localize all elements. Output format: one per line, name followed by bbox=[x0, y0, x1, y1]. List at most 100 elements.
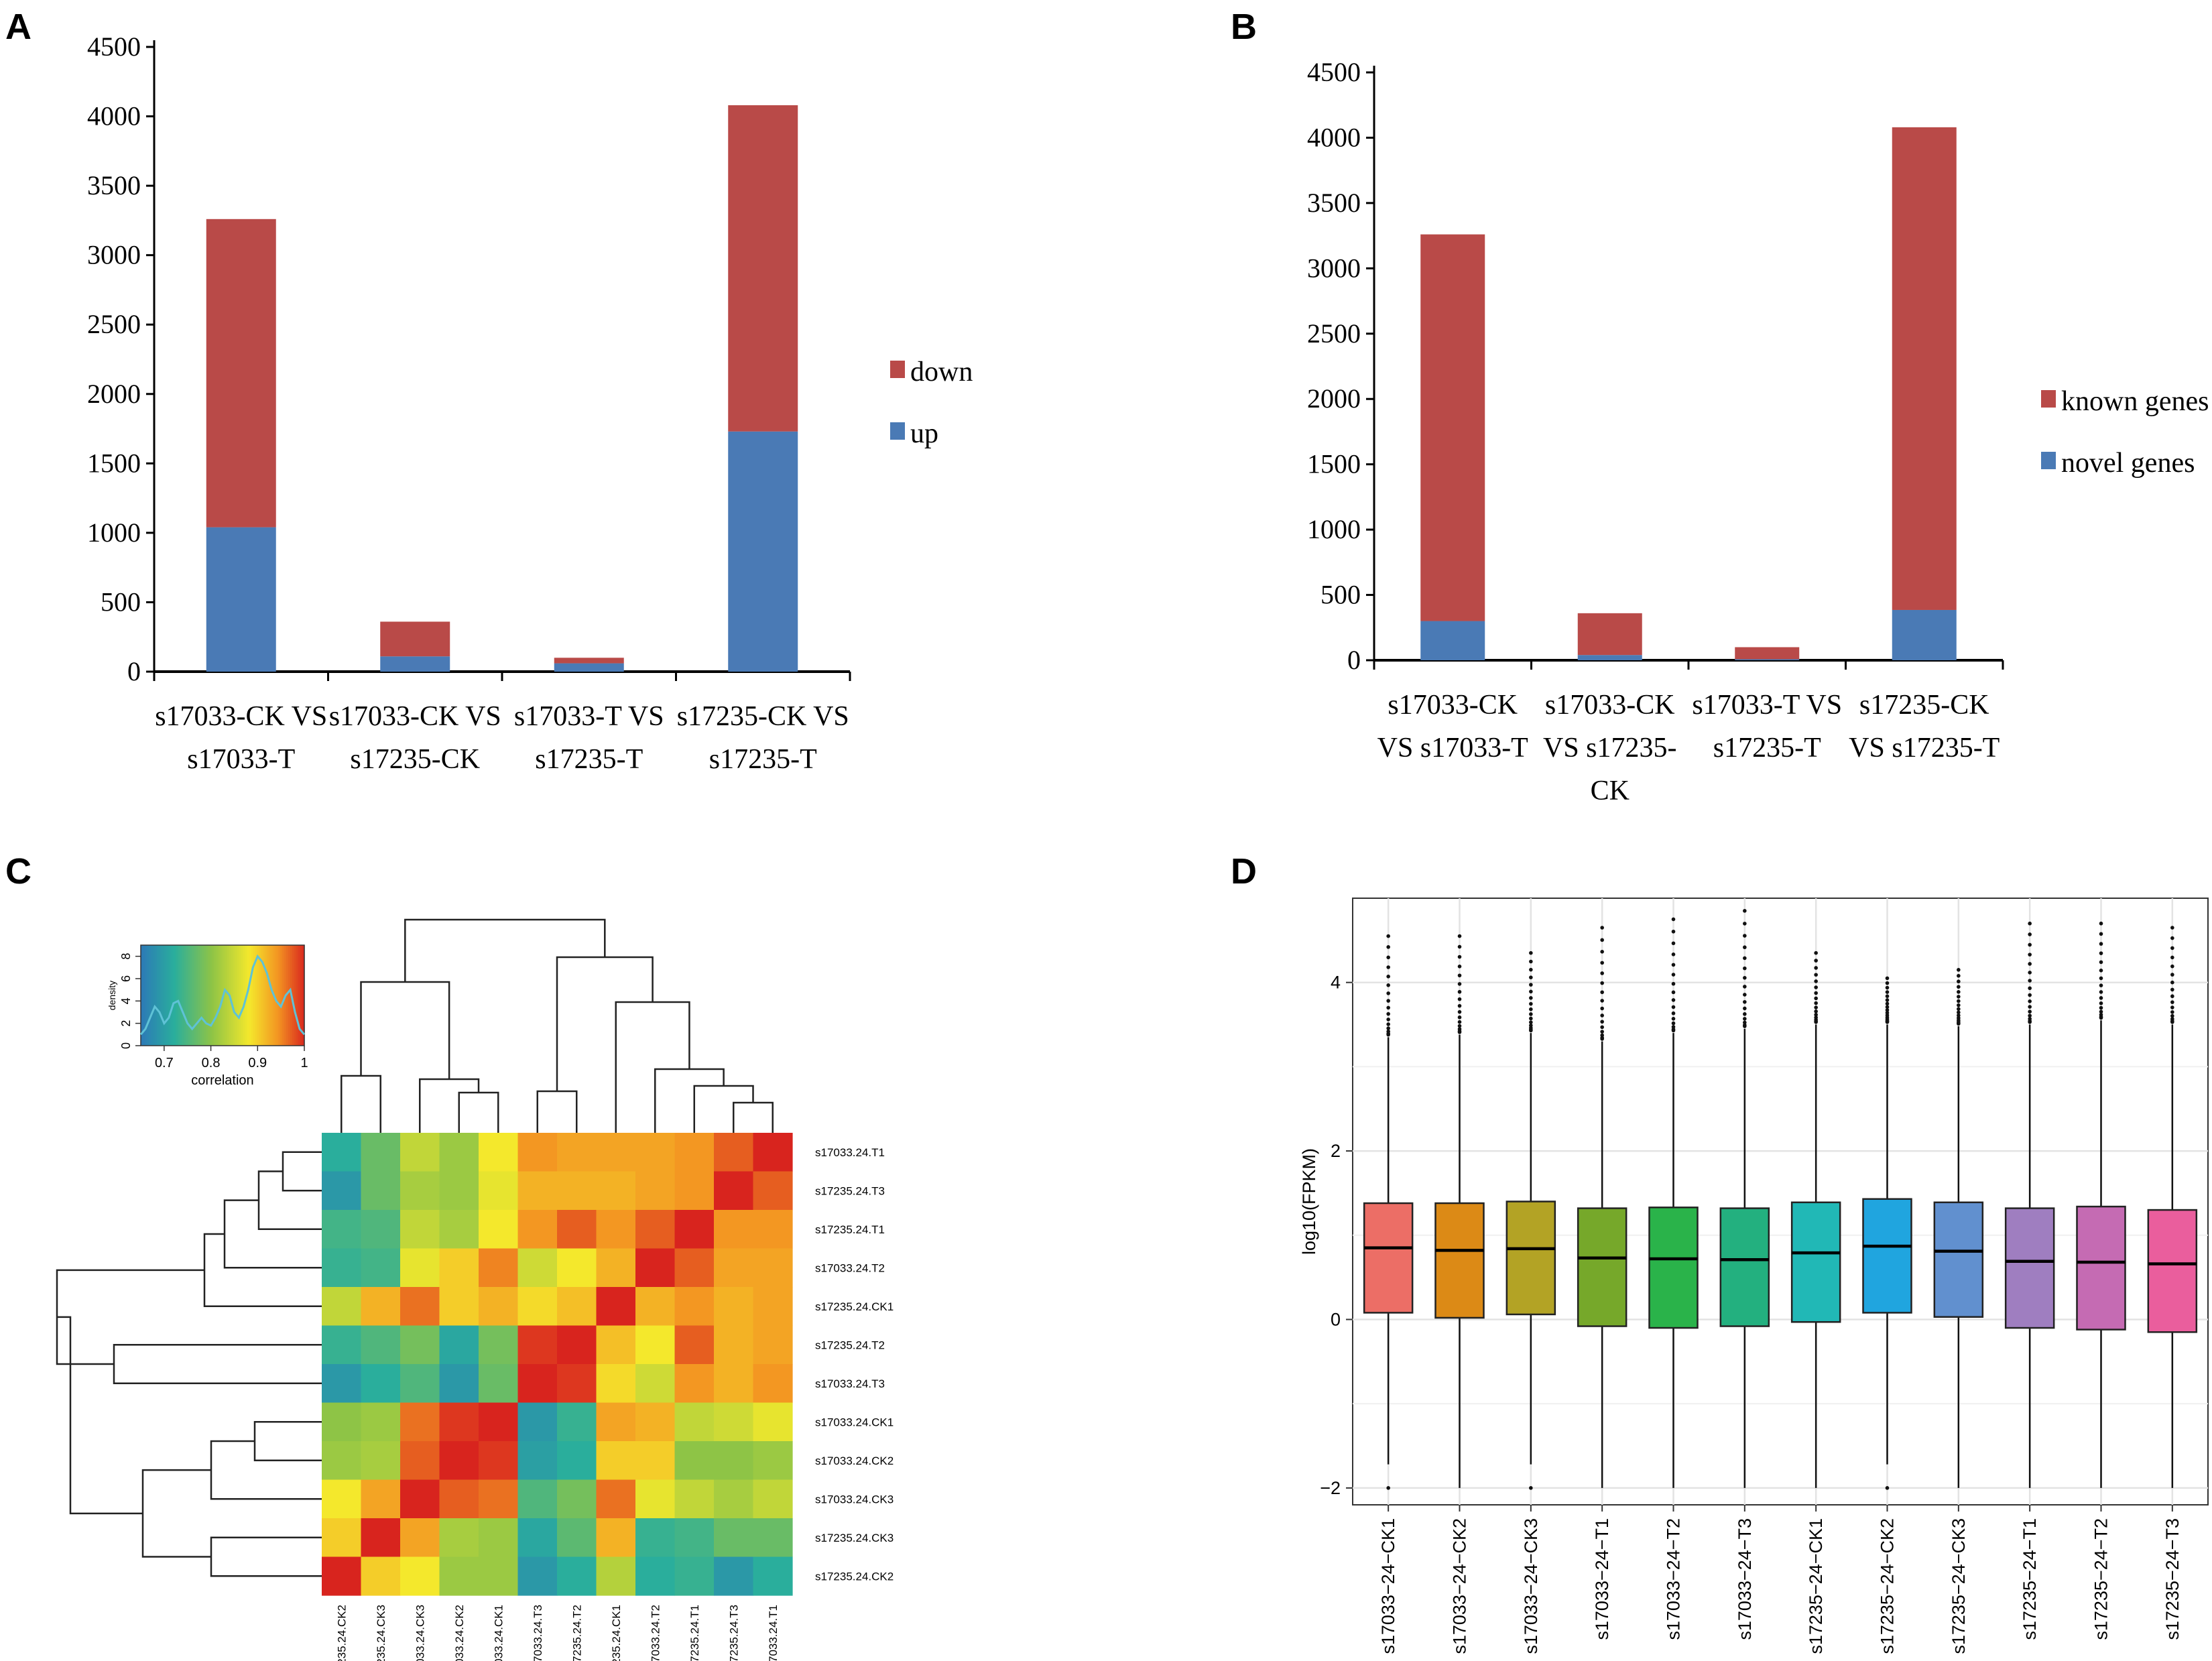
outlier-point bbox=[1814, 1005, 1818, 1009]
outlier-point bbox=[2028, 962, 2032, 966]
outlier-point bbox=[1600, 950, 1604, 954]
heatmap-cell bbox=[322, 1441, 362, 1481]
heatmap-cell bbox=[322, 1171, 362, 1211]
col-dendrogram-branch bbox=[733, 1101, 774, 1133]
outlier-point bbox=[1957, 1013, 1961, 1018]
heatmap-cell bbox=[479, 1479, 519, 1519]
outlier-point bbox=[1814, 985, 1818, 989]
heatmap-cell bbox=[753, 1479, 793, 1519]
col-label: s17235.24.CK2 bbox=[335, 1605, 348, 1661]
y-tick-label: 2000 bbox=[87, 379, 141, 409]
outlier-point bbox=[2028, 999, 2032, 1003]
col-dendrogram-branch bbox=[360, 981, 450, 1079]
col-dendrogram-branch bbox=[615, 1001, 690, 1133]
heatmap-cell bbox=[322, 1402, 362, 1442]
outlier-point bbox=[1957, 1007, 1961, 1011]
color-key-band bbox=[271, 945, 274, 1046]
color-key-band bbox=[259, 945, 262, 1046]
outlier-point bbox=[1457, 955, 1462, 959]
outlier-point bbox=[1457, 982, 1462, 986]
heatmap-cell bbox=[596, 1364, 636, 1404]
bar-up bbox=[380, 656, 450, 672]
color-key-band bbox=[161, 945, 164, 1046]
color-key-band bbox=[210, 945, 213, 1046]
outlier-point bbox=[2099, 921, 2103, 926]
col-label: s17235.24.T2 bbox=[570, 1605, 583, 1661]
x-tick-label: s17033−24−CK3 bbox=[1521, 1518, 1541, 1654]
bar-known-genes bbox=[1735, 647, 1800, 660]
col-label: s17033.24.T3 bbox=[532, 1605, 544, 1661]
chart-c: s17033.24.T1 s17235.24.T3 s17235.24.T1 s170… bbox=[56, 918, 894, 1661]
outlier-point bbox=[2099, 983, 2103, 987]
bar-up bbox=[554, 663, 624, 672]
outlier-point bbox=[1814, 950, 1818, 955]
chart-a: 0 500 1000 1500 2000 2500 3000 3500 4000 4500 s170… bbox=[87, 32, 973, 775]
outlier-point bbox=[1743, 956, 1747, 961]
color-key-band bbox=[302, 945, 305, 1046]
x-category-label: CK bbox=[1591, 776, 1630, 806]
color-key-band bbox=[220, 945, 223, 1046]
heatmap-cell bbox=[714, 1402, 754, 1442]
outlier-point bbox=[1743, 1023, 1747, 1028]
color-key-band bbox=[280, 945, 283, 1046]
outlier-point bbox=[1600, 981, 1604, 985]
outlier-point bbox=[2099, 969, 2103, 973]
color-key-band bbox=[296, 945, 299, 1046]
legend-label: known genes bbox=[2061, 386, 2209, 417]
outlier-point bbox=[2099, 1005, 2103, 1010]
y-tick-label: 3500 bbox=[87, 170, 141, 200]
row-dendrogram-branch bbox=[57, 1316, 143, 1515]
col-label: s17033.24.CK2 bbox=[453, 1605, 466, 1661]
bar-up bbox=[728, 431, 798, 672]
outlier-point bbox=[1957, 979, 1961, 984]
box bbox=[2004, 1207, 2055, 1329]
y-axis-label: log10(FPKM) bbox=[1299, 1148, 1319, 1255]
outlier-point bbox=[2028, 986, 2032, 991]
x-category-label: VS s17033-T bbox=[1377, 733, 1528, 763]
row-dendrogram-branch bbox=[210, 1440, 322, 1500]
color-key-band bbox=[265, 945, 268, 1046]
color-key-band bbox=[231, 945, 233, 1046]
outlier-point bbox=[1671, 1025, 1676, 1029]
heatmap-cell bbox=[322, 1479, 362, 1519]
color-key-band bbox=[190, 945, 192, 1046]
outlier-point bbox=[1671, 990, 1676, 995]
heatmap-cell bbox=[557, 1402, 597, 1442]
y-tick-label: 4500 bbox=[87, 32, 141, 62]
outlier-point bbox=[1386, 934, 1390, 938]
outlier-point bbox=[1457, 964, 1462, 969]
color-key-band bbox=[198, 945, 201, 1046]
outlier-point bbox=[1743, 922, 1747, 926]
box bbox=[1790, 1201, 1841, 1323]
heatmap-cell bbox=[439, 1210, 479, 1249]
y-tick-label: 500 bbox=[1320, 580, 1361, 610]
outlier-point bbox=[1529, 1012, 1533, 1016]
heatmap-cell bbox=[557, 1556, 597, 1596]
x-tick-label: s17033−24−T1 bbox=[1592, 1518, 1612, 1640]
outlier-point bbox=[1671, 1011, 1676, 1016]
heatmap-cell bbox=[361, 1171, 401, 1211]
heatmap-cell bbox=[517, 1479, 558, 1519]
row-label: s17033.24.T2 bbox=[815, 1262, 885, 1274]
box bbox=[1933, 1201, 1984, 1318]
outlier-point bbox=[1600, 961, 1604, 965]
heatmap-cell bbox=[439, 1248, 479, 1288]
outlier-point bbox=[1814, 996, 1818, 1001]
color-key-band bbox=[257, 945, 260, 1046]
outlier-point bbox=[1529, 1016, 1533, 1021]
heatmap-cell bbox=[479, 1248, 519, 1288]
outlier-point bbox=[1600, 1013, 1604, 1018]
heatmap-cell bbox=[361, 1556, 401, 1596]
heatmap-cell bbox=[400, 1402, 440, 1442]
outlier-point bbox=[2028, 1009, 2032, 1014]
heatmap-cell bbox=[635, 1556, 676, 1596]
heatmap-cell bbox=[439, 1325, 479, 1365]
color-key-y-tick-label: 0 bbox=[119, 1042, 133, 1049]
color-key-x-label: correlation bbox=[191, 1073, 253, 1088]
col-label: s17033.24.CK3 bbox=[414, 1605, 426, 1661]
x-category-label: s17033-CK bbox=[1388, 690, 1518, 721]
heatmap-cell bbox=[674, 1441, 715, 1481]
heatmap-cell bbox=[479, 1518, 519, 1558]
plot-panel bbox=[1352, 898, 2209, 1505]
outlier-point bbox=[2170, 994, 2174, 999]
